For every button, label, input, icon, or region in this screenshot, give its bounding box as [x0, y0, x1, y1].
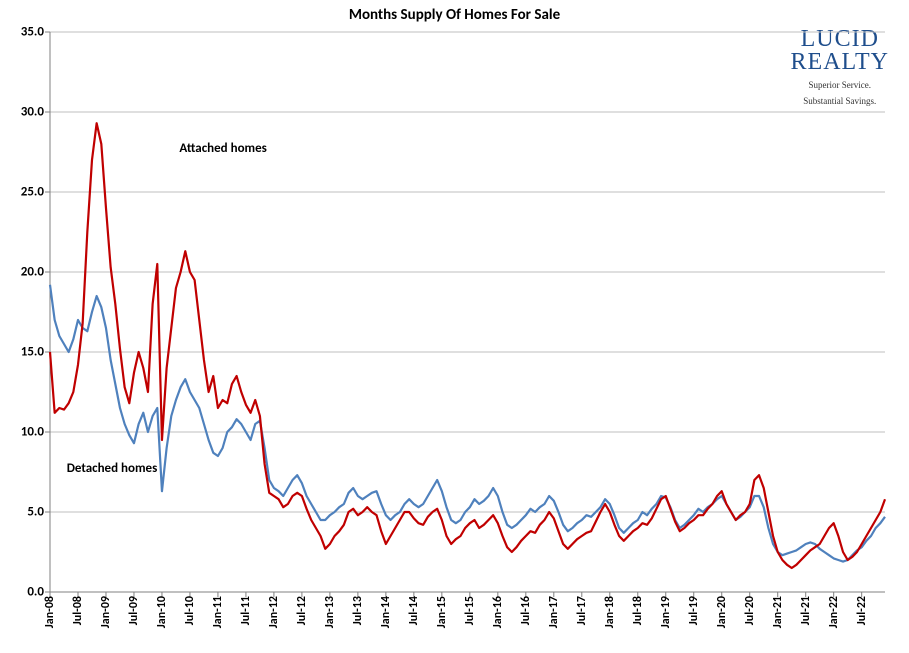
x-tick-label: Jan-09: [99, 596, 113, 628]
x-tick-label: Jul-14: [407, 596, 421, 625]
x-tick-label: Jul-08: [71, 596, 85, 625]
x-tick-label: Jul-12: [295, 596, 309, 625]
y-tick-label: 5.0: [27, 505, 44, 520]
x-tick-label: Jan-22: [827, 596, 841, 628]
x-tick-label: Jan-15: [435, 596, 449, 628]
y-tick-label: 0.0: [27, 585, 44, 600]
x-tick-label: Jan-16: [491, 596, 505, 628]
y-tick-label: 10.0: [21, 425, 44, 440]
x-tick-label: Jul-19: [687, 596, 701, 625]
x-tick-label: Jan-21: [771, 596, 785, 628]
series-label-attached-homes: Attached homes: [179, 141, 266, 156]
y-tick-label: 20.0: [21, 265, 44, 280]
x-tick-label: Jan-18: [603, 596, 617, 628]
series-attached-homes: [50, 123, 885, 568]
y-tick-label: 35.0: [21, 25, 44, 40]
x-tick-label: Jan-11: [211, 596, 225, 628]
x-tick-label: Jan-14: [379, 596, 393, 628]
x-tick-label: Jan-13: [323, 596, 337, 628]
y-tick-label: 25.0: [21, 185, 44, 200]
x-tick-label: Jul-22: [855, 596, 869, 625]
x-tick-label: Jul-10: [183, 596, 197, 625]
x-tick-label: Jul-13: [351, 596, 365, 625]
chart-title: Months Supply Of Homes For Sale: [0, 6, 909, 24]
plot-area: 0.05.010.015.020.025.030.035.0Jan-08Jul-…: [50, 32, 885, 592]
x-tick-label: Jul-17: [575, 596, 589, 625]
x-tick-label: Jul-16: [519, 596, 533, 625]
x-tick-label: Jul-09: [127, 596, 141, 625]
x-tick-label: Jan-12: [267, 596, 281, 628]
x-tick-label: Jan-17: [547, 596, 561, 628]
x-tick-label: Jan-20: [715, 596, 729, 628]
x-tick-label: Jul-15: [463, 596, 477, 625]
y-tick-label: 30.0: [21, 105, 44, 120]
series-detached-homes: [50, 285, 885, 562]
chart-container: Months Supply Of Homes For Sale LUCID RE…: [0, 0, 909, 653]
x-tick-label: Jul-18: [631, 596, 645, 625]
x-tick-label: Jan-08: [43, 596, 57, 628]
plot-svg: [50, 32, 885, 592]
x-tick-label: Jan-10: [155, 596, 169, 628]
x-tick-label: Jul-21: [799, 596, 813, 625]
x-tick-label: Jul-20: [743, 596, 757, 625]
x-tick-label: Jan-19: [659, 596, 673, 628]
x-tick-label: Jul-11: [239, 596, 253, 625]
series-label-detached-homes: Detached homes: [67, 461, 158, 476]
y-tick-label: 15.0: [21, 345, 44, 360]
